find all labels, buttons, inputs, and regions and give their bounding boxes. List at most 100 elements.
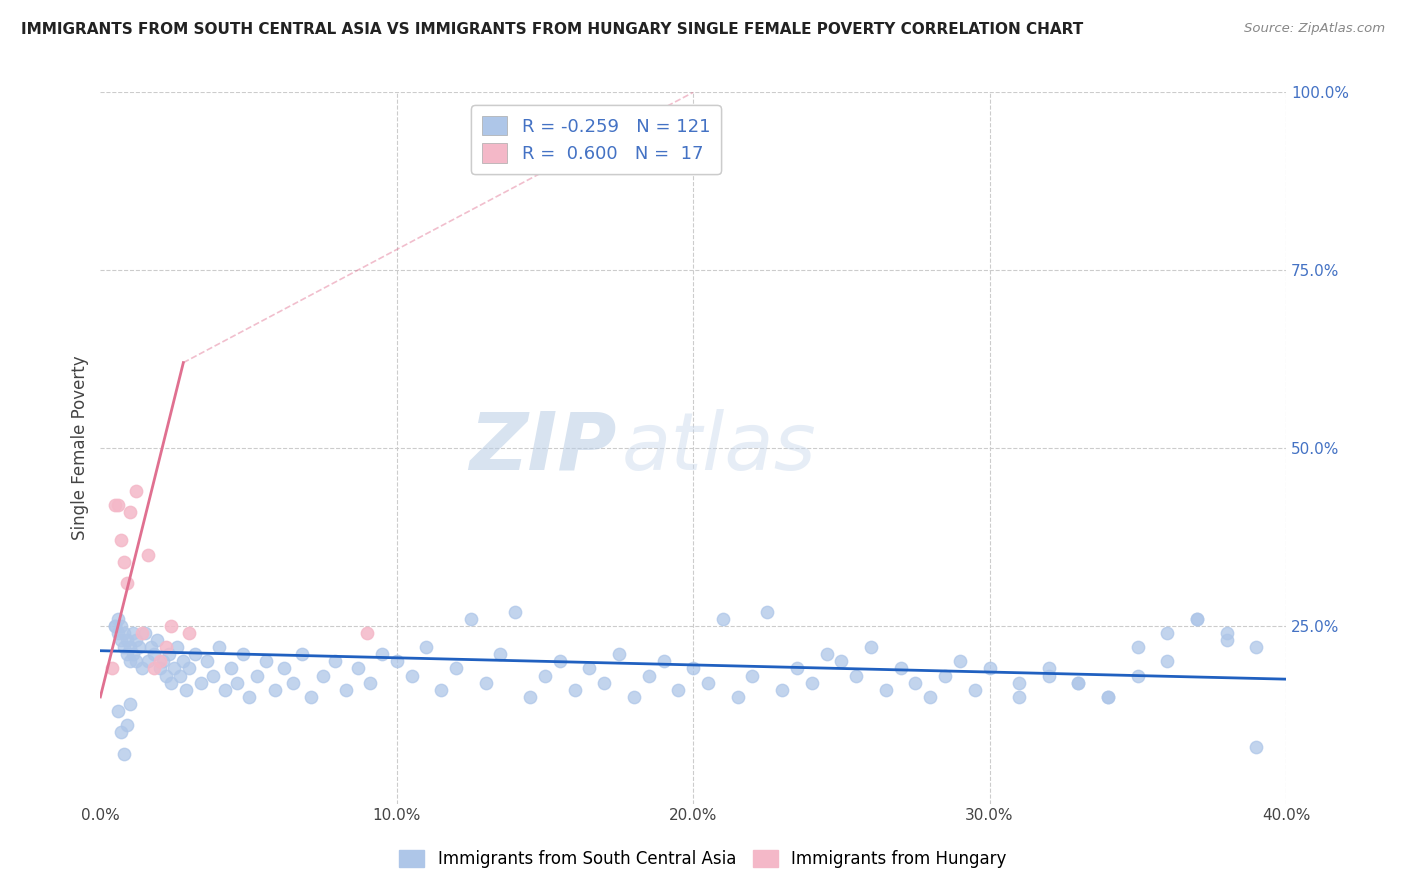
Point [934,668,956,682]
Point [323,654,346,668]
Point [125,633,148,648]
Point [142,647,165,661]
Point [246,668,269,682]
Point [115,718,138,732]
Point [112,747,135,761]
Point [711,612,734,626]
Point [347,661,370,675]
Point [979,661,1001,675]
Point [741,668,763,682]
Point [184,647,207,661]
Point [963,682,986,697]
Point [534,668,557,682]
Point [666,682,689,697]
Point [920,690,942,704]
Point [176,682,198,697]
Point [786,661,808,675]
Point [519,690,541,704]
Point [152,654,174,668]
Point [564,120,586,135]
Point [1246,640,1268,654]
Point [359,675,381,690]
Point [415,640,437,654]
Point [160,675,183,690]
Point [356,626,378,640]
Point [385,654,408,668]
Point [578,661,600,675]
Text: Source: ZipAtlas.com: Source: ZipAtlas.com [1244,22,1385,36]
Point [104,619,127,633]
Point [1156,626,1178,640]
Point [291,647,314,661]
Point [273,661,295,675]
Point [474,675,496,690]
Point [335,682,357,697]
Text: atlas: atlas [621,409,817,487]
Point [371,647,394,661]
Point [1156,654,1178,668]
Point [845,668,868,682]
Point [1038,668,1060,682]
Point [149,661,172,675]
Point [107,626,129,640]
Point [118,697,141,711]
Point [118,640,141,654]
Point [830,654,852,668]
Point [219,661,242,675]
Point [652,654,675,668]
Point [238,690,260,704]
Point [118,654,141,668]
Point [112,555,135,569]
Point [115,633,138,648]
Point [136,548,159,562]
Point [904,675,927,690]
Point [110,725,132,739]
Point [564,682,586,697]
Point [128,640,150,654]
Point [444,661,467,675]
Point [110,633,132,648]
Y-axis label: Single Female Poverty: Single Female Poverty [72,356,89,541]
Point [637,668,659,682]
Point [770,682,793,697]
Point [682,661,704,675]
Point [800,675,823,690]
Point [172,654,194,668]
Point [1038,661,1060,675]
Point [157,647,180,661]
Point [169,668,191,682]
Point [1126,640,1149,654]
Point [460,612,482,626]
Point [232,647,254,661]
Point [110,533,132,548]
Point [163,661,186,675]
Point [136,654,159,668]
Point [214,682,236,697]
Point [112,640,135,654]
Point [190,675,212,690]
Point [1097,690,1119,704]
Point [949,654,972,668]
Legend: Immigrants from South Central Asia, Immigrants from Hungary: Immigrants from South Central Asia, Immi… [392,843,1014,875]
Point [115,647,138,661]
Point [430,682,453,697]
Point [112,626,135,640]
Point [727,690,749,704]
Point [142,661,165,675]
Point [1097,690,1119,704]
Point [890,661,912,675]
Point [107,612,129,626]
Point [125,654,148,668]
Point [505,605,527,619]
Point [122,626,145,640]
Point [859,640,882,654]
Point [756,605,779,619]
Point [104,498,127,512]
Point [875,682,897,697]
Point [107,704,129,718]
Point [160,619,183,633]
Point [311,668,333,682]
Point [195,654,218,668]
Legend: R = -0.259   N = 121, R =  0.600   N =  17: R = -0.259 N = 121, R = 0.600 N = 17 [471,105,721,174]
Point [125,483,148,498]
